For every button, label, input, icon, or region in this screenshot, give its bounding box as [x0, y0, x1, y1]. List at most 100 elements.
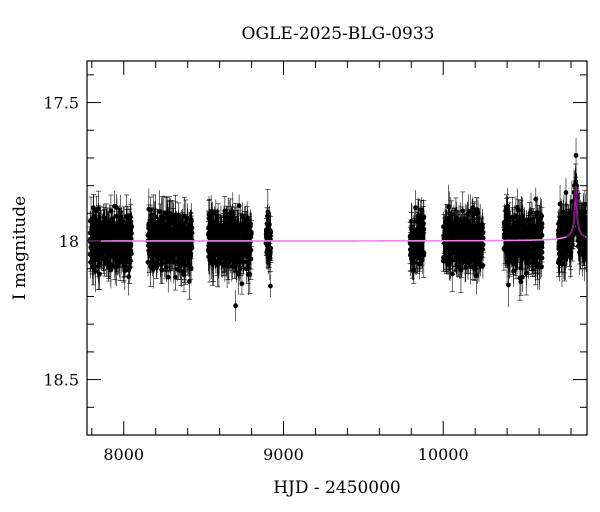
- data-point: [187, 222, 193, 228]
- data-point: [147, 224, 153, 230]
- data-point: [478, 231, 484, 236]
- data-point: [263, 240, 269, 246]
- data-point: [186, 255, 192, 261]
- data-point: [239, 213, 245, 219]
- data-point: [178, 224, 184, 230]
- data-point: [233, 303, 239, 309]
- data-point: [108, 208, 114, 214]
- data-point: [268, 229, 274, 235]
- data-point: [165, 274, 171, 280]
- chart-title: OGLE-2025-BLG-0933: [242, 24, 435, 44]
- data-point: [449, 211, 454, 217]
- data-point: [453, 215, 459, 221]
- data-point: [223, 233, 228, 239]
- data-point: [237, 265, 243, 271]
- data-point: [154, 247, 159, 253]
- data-point: [418, 215, 423, 221]
- data-point: [235, 247, 241, 252]
- data-point: [212, 231, 218, 237]
- data-point: [444, 255, 450, 261]
- data-point: [463, 243, 469, 249]
- data-point: [268, 283, 273, 289]
- data-point: [211, 224, 217, 230]
- data-point: [419, 255, 425, 260]
- data-point: [479, 245, 485, 251]
- data-point: [186, 279, 192, 284]
- data-point: [408, 218, 414, 224]
- data-point: [265, 246, 271, 252]
- data-point: [474, 260, 480, 265]
- data-point: [449, 271, 455, 277]
- data-point: [89, 241, 95, 247]
- data-point: [153, 265, 159, 270]
- data-point: [93, 244, 99, 250]
- data-point: [173, 274, 178, 280]
- data-point: [238, 222, 243, 228]
- season-7-points: [501, 187, 545, 308]
- data-point: [245, 236, 251, 241]
- data-point: [210, 211, 215, 217]
- season-5-points: [407, 190, 427, 284]
- data-point: [473, 242, 479, 248]
- data-point: [236, 271, 241, 277]
- data-point: [460, 208, 466, 214]
- data-point: [471, 211, 477, 216]
- data-point: [248, 231, 254, 237]
- data-point: [458, 234, 464, 240]
- data-point: [477, 252, 483, 257]
- data-point: [264, 213, 270, 219]
- data-point: [267, 255, 273, 261]
- data-point: [225, 244, 231, 250]
- data-point: [212, 240, 218, 246]
- data-point: [176, 212, 182, 218]
- data-point: [160, 248, 165, 254]
- data-point: [89, 227, 95, 233]
- data-point: [167, 254, 173, 259]
- data-point: [207, 257, 213, 263]
- data-point: [153, 251, 159, 257]
- season-1-points: [87, 190, 134, 296]
- data-point: [106, 219, 112, 225]
- data-point: [172, 232, 177, 238]
- data-point: [128, 226, 134, 232]
- data-point: [122, 248, 128, 254]
- data-point: [241, 253, 247, 258]
- data-point: [480, 222, 485, 227]
- data-point: [171, 216, 177, 221]
- data-point: [159, 260, 165, 266]
- data-point: [206, 211, 212, 217]
- data-point: [232, 220, 238, 226]
- data-point: [148, 263, 154, 269]
- data-point: [88, 217, 94, 223]
- data-point: [114, 249, 119, 255]
- data-point: [95, 256, 101, 261]
- data-point: [265, 209, 271, 215]
- data-point: [180, 241, 186, 247]
- data-point: [99, 228, 105, 234]
- data-point: [442, 228, 448, 234]
- data-point: [218, 227, 224, 232]
- data-point: [166, 241, 172, 247]
- data-point: [216, 261, 222, 267]
- data-point: [244, 217, 250, 223]
- data-point: [239, 281, 245, 287]
- data-point: [210, 261, 216, 266]
- data-point: [446, 204, 451, 210]
- data-point: [466, 211, 471, 217]
- data-point: [181, 272, 187, 278]
- data-point: [215, 216, 220, 221]
- data-point: [471, 248, 477, 253]
- data-point: [463, 220, 469, 226]
- data-point: [225, 214, 231, 220]
- data-point: [208, 229, 214, 235]
- data-point: [91, 214, 97, 220]
- data-point: [90, 236, 96, 242]
- data-point: [113, 244, 119, 250]
- data-point: [470, 256, 476, 262]
- data-point: [145, 233, 151, 238]
- data-point: [108, 267, 114, 273]
- season-2-points: [145, 188, 195, 300]
- data-point: [186, 235, 192, 241]
- data-point: [169, 220, 175, 226]
